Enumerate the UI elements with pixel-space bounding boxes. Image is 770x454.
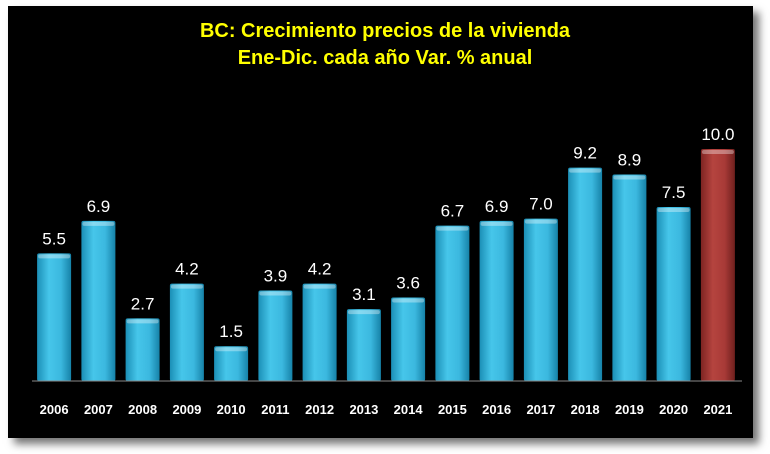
bar-highlight-2018 [569,168,602,173]
bars-group [37,149,735,381]
x-tick-label-2019: 2019 [615,402,644,417]
chart-subtitle: Ene-Dic. cada año Var. % anual [237,47,533,69]
bar-2013 [346,309,381,381]
x-tick-label-2015: 2015 [438,402,467,417]
x-tick-label-2018: 2018 [571,402,600,417]
bar-2007 [81,220,116,381]
bar-2018 [568,167,603,381]
value-label-2013: 3.1 [352,285,376,304]
value-label-2008: 2.7 [131,294,155,313]
bar-highlight-2020 [657,208,690,212]
bar-2021 [700,149,735,381]
bar-2019 [612,174,647,381]
x-tick-label-2011: 2011 [261,402,289,417]
bar-highlight-2006 [38,254,71,259]
bar-highlight-2019 [613,175,646,180]
bar-2006 [37,253,72,381]
x-tick-labels-group: 2006 2007 2008 2009 2010 2011 2012 2013 2014 2015… [40,402,733,417]
bar-highlight-2015 [436,226,469,231]
value-label-2019: 8.9 [618,151,642,170]
value-label-2007: 6.9 [87,197,111,216]
value-labels-group: 5.5 6.9 2.7 4.2 1.5 3.9 4.2 3.1 3.6 6.7 6.9 7.0 9.2 8… [42,125,734,341]
bar-highlight-2016 [480,221,513,226]
value-label-2016: 6.9 [485,197,509,216]
bar-2010 [214,346,249,381]
bar-2017 [523,218,558,381]
value-label-2018: 9.2 [573,144,597,163]
bar-2016 [479,220,514,381]
bar-highlight-2008 [126,319,159,324]
x-tick-label-2009: 2009 [172,402,201,417]
bar-highlight-2014 [392,298,425,303]
value-label-2010: 1.5 [219,322,243,341]
x-tick-label-2006: 2006 [40,402,69,417]
bar-highlight-2012 [303,284,336,289]
bar-highlight-2013 [347,310,380,315]
value-label-2014: 3.6 [396,274,420,293]
x-tick-label-2020: 2020 [659,402,688,417]
bar-highlight-2009 [170,284,203,289]
value-label-2006: 5.5 [42,229,66,248]
bar-2014 [391,297,426,381]
x-tick-label-2012: 2012 [305,402,334,417]
chart-title: BC: Crecimiento precios de la vivienda E… [0,18,770,72]
bar-highlight-2010 [215,347,248,352]
bar-2012 [302,283,337,381]
x-tick-label-2010: 2010 [217,402,246,417]
x-tick-label-2017: 2017 [526,402,555,417]
value-label-2011: 3.9 [264,267,288,286]
x-tick-label-2021: 2021 [703,402,732,417]
x-tick-label-2016: 2016 [482,402,511,417]
value-label-2020: 7.5 [662,183,686,202]
value-label-2009: 4.2 [175,260,199,279]
value-label-2015: 6.7 [441,202,465,221]
bar-highlight-2011 [259,291,292,296]
x-tick-label-2013: 2013 [349,402,378,417]
bar-highlight-2007 [82,221,115,226]
value-label-2021: 10.0 [701,125,734,144]
value-label-2017: 7.0 [529,195,553,214]
x-tick-label-2008: 2008 [128,402,157,417]
bar-2015 [435,225,470,381]
value-label-2012: 4.2 [308,260,332,279]
bar-highlight-2017 [524,219,557,224]
x-tick-label-2014: 2014 [394,402,424,417]
x-tick-label-2007: 2007 [84,402,113,417]
chart-title-line1: BC: Crecimiento precios de la vivienda [199,20,571,42]
bar-2020 [656,207,691,381]
bar-2009 [169,283,204,381]
bar-2008 [125,318,160,381]
bar-highlight-2021 [701,150,734,154]
bar-2011 [258,290,293,381]
